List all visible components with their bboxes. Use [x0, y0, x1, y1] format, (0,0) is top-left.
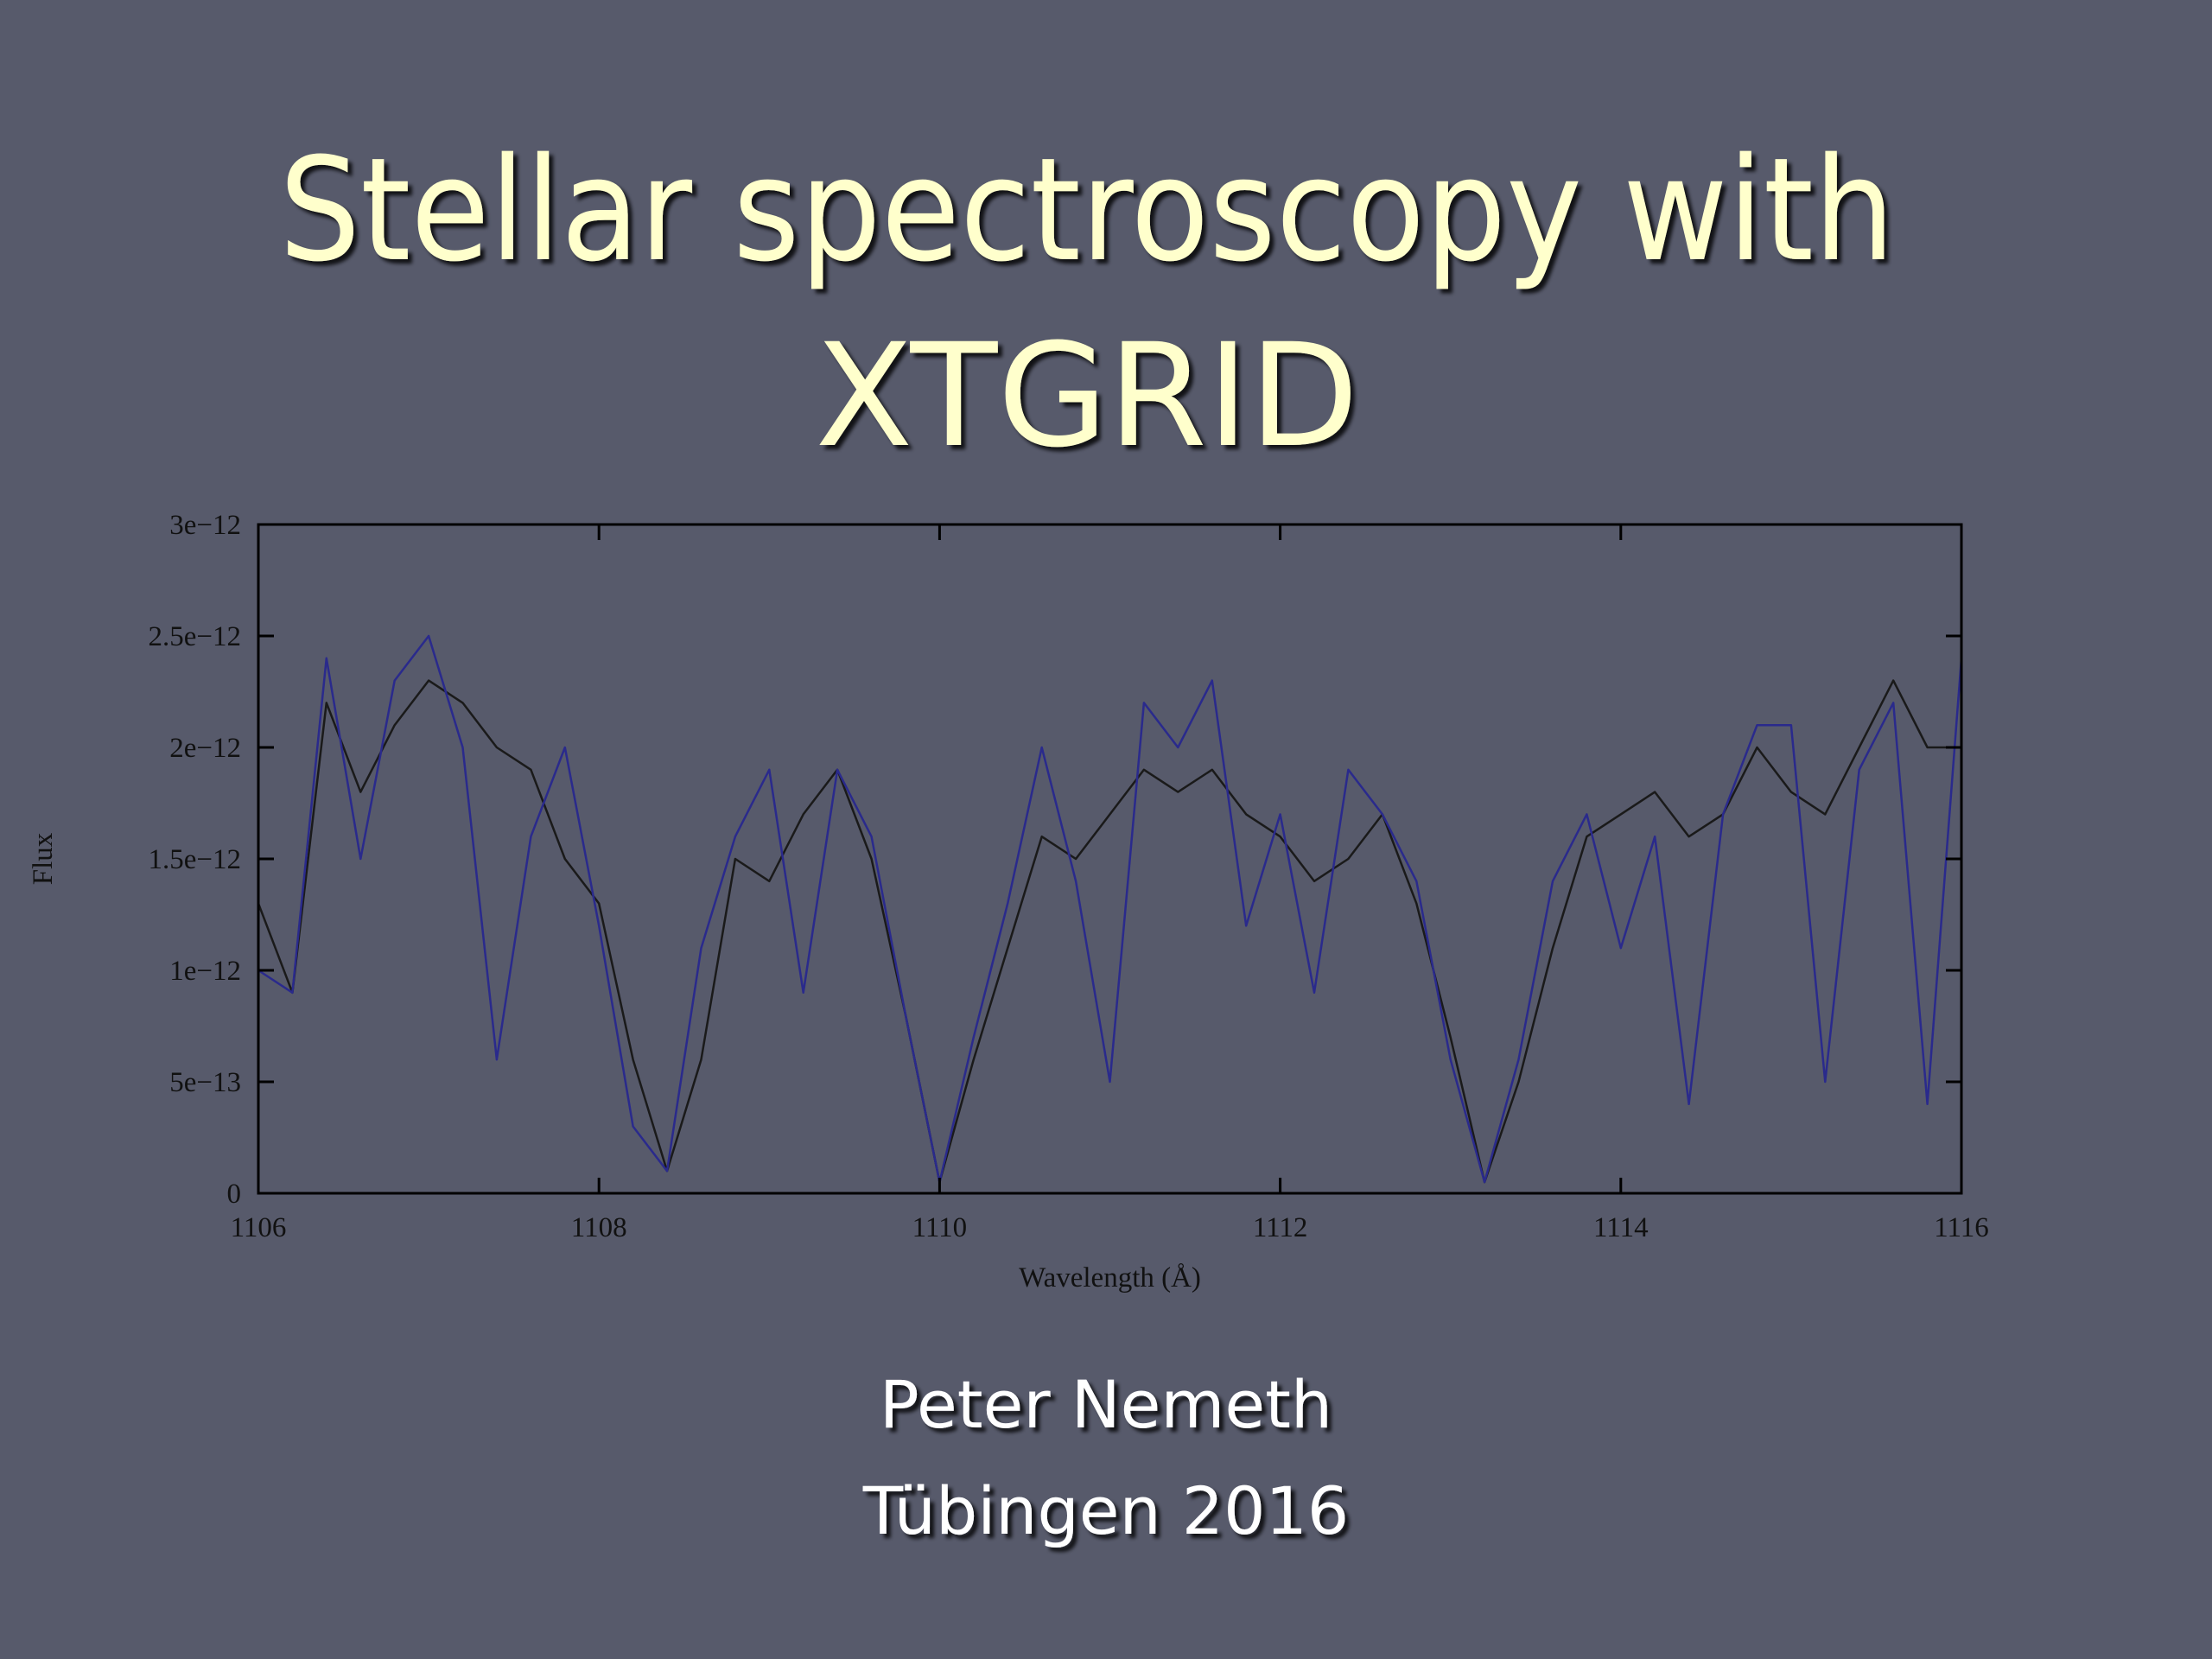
- plot-frame: [257, 523, 1963, 1195]
- y-tick-label: 3e−12: [169, 510, 241, 541]
- y-tick-label: 2.5e−12: [148, 621, 241, 652]
- slide-title: Stellar spectroscopy with: [279, 127, 1895, 293]
- x-tick-label: 1106: [231, 1212, 287, 1243]
- y-tick-label: 1.5e−12: [148, 844, 241, 875]
- y-tick-label: 1e−12: [169, 956, 241, 987]
- chart: 0 5e−13 1e−12 1.5e−12 2e−12 2.5e−12 3e−12 1106 1…: [28, 510, 1989, 1294]
- y-tick-label: 2e−12: [169, 733, 241, 764]
- x-tick-label: 1116: [1934, 1212, 1989, 1243]
- spectrum-line: [257, 679, 1961, 1184]
- spectrum-line: [257, 634, 1963, 1184]
- slide-title: XTGRID: [815, 313, 1358, 479]
- event: Tübingen 2016: [862, 1472, 1349, 1549]
- y-tick-label: 5e−13: [169, 1067, 241, 1098]
- x-tick-label: 1108: [571, 1212, 627, 1243]
- x-axis-label: Wavelength (Å): [1019, 1262, 1201, 1294]
- y-axis-label: Flux: [28, 832, 59, 885]
- x-tick-label: 1110: [912, 1212, 968, 1243]
- x-tick-label: 1112: [1253, 1212, 1308, 1243]
- author: Peter Nemeth: [880, 1366, 1332, 1443]
- y-tick-label: 0: [227, 1179, 242, 1210]
- x-tick-label: 1114: [1593, 1212, 1649, 1243]
